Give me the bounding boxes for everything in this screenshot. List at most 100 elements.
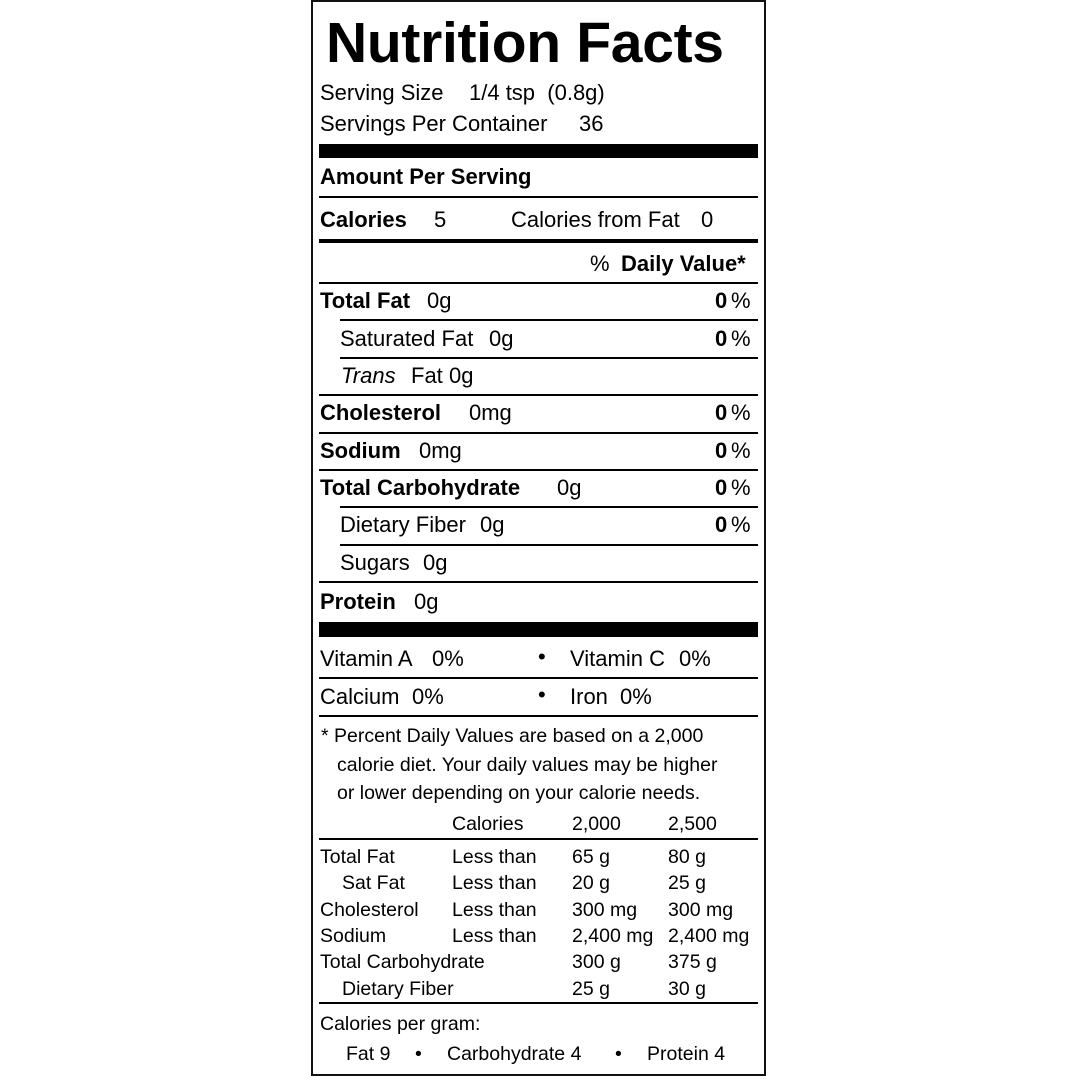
- calories-per-gram-protein: Protein 4: [647, 1043, 726, 1065]
- nutrition-facts-label: [311, 0, 766, 1076]
- nutrient-amount: 0g: [557, 475, 582, 500]
- nutrient-pct: %: [731, 475, 751, 500]
- dv-cell: 80 g: [668, 846, 706, 868]
- dv-cell: 2,400 mg: [668, 925, 750, 947]
- dv-cell: Sat Fat: [342, 872, 405, 894]
- divider: [340, 357, 758, 359]
- nutrient-amount: 0g: [427, 288, 452, 313]
- dv-cell: 30 g: [668, 978, 706, 1000]
- dv-cell: Total Carbohydrate: [320, 951, 485, 973]
- dv-cell: Less than: [452, 899, 537, 921]
- divider: [319, 838, 758, 840]
- dv-cell: Less than: [452, 846, 537, 868]
- nutrient-name: Saturated Fat: [340, 326, 474, 351]
- dv-cell: Dietary Fiber: [342, 978, 454, 1000]
- calcium-label: Calcium: [320, 684, 400, 709]
- bullet-icon: •: [615, 1043, 622, 1065]
- divider: [340, 506, 758, 508]
- daily-value-header: Daily Value*: [621, 251, 746, 276]
- nutrient-pct: %: [731, 326, 751, 351]
- footnote-line: * Percent Daily Values are based on a 2,…: [321, 725, 704, 747]
- divider: [319, 282, 758, 284]
- nutrient-amount: 0g: [489, 326, 514, 351]
- nutrient-name: Dietary Fiber: [340, 512, 466, 537]
- footnote-line: calorie diet. Your daily values may be h…: [337, 754, 718, 776]
- calories-from-fat-label: Calories from Fat: [511, 207, 680, 232]
- divider: [319, 196, 758, 198]
- nutrient-amount: 0mg: [419, 438, 462, 463]
- divider: [319, 1002, 758, 1004]
- nutrient-dv: 0: [715, 475, 728, 500]
- iron-value: 0%: [620, 684, 652, 709]
- nutrient-pct: %: [731, 400, 751, 425]
- nutrient-name: Trans: [341, 363, 396, 388]
- medium-divider: [319, 239, 758, 243]
- nutrient-amount: 0g: [480, 512, 505, 537]
- divider: [319, 715, 758, 717]
- vitamin-a-value: 0%: [432, 646, 464, 671]
- dv-cell: Less than: [452, 872, 537, 894]
- iron-label: Iron: [570, 684, 608, 709]
- nutrient-dv: 0: [715, 400, 728, 425]
- nutrient-amount: 0g: [449, 363, 474, 388]
- calcium-value: 0%: [412, 684, 444, 709]
- thick-divider: [319, 622, 758, 637]
- nutrient-pct: %: [731, 512, 751, 537]
- bullet-icon: •: [538, 644, 546, 669]
- nutrient-name: Sodium: [320, 438, 401, 463]
- divider: [319, 581, 758, 583]
- servings-per-container-value: 36: [579, 111, 604, 136]
- dv-cell: 2,400 mg: [572, 925, 654, 947]
- dv-cell: 25 g: [668, 872, 706, 894]
- calories-from-fat-value: 0: [701, 207, 714, 232]
- vitamin-a-label: Vitamin A: [320, 646, 413, 671]
- nutrient-pct: %: [731, 288, 751, 313]
- nutrient-name: Cholesterol: [320, 400, 442, 425]
- calories-per-gram-carbohydrate: Carbohydrate 4: [447, 1043, 582, 1065]
- nutrient-amount: 0mg: [469, 400, 512, 425]
- nutrient-pct: %: [731, 438, 751, 463]
- dv-cell: 300 mg: [668, 899, 734, 921]
- dv-cell: 20 g: [572, 872, 610, 894]
- serving-size-value: 1/4 tsp (0.8g): [469, 80, 605, 105]
- nutrient-dv: 0: [715, 512, 728, 537]
- nutrient-dv: 0: [715, 288, 728, 313]
- calories-value: 5: [434, 207, 447, 232]
- daily-value-prefix: %: [590, 251, 610, 276]
- nutrient-name: Sugars: [340, 550, 410, 575]
- dv-cell: Sodium: [320, 925, 387, 947]
- dv-cell: Cholesterol: [320, 899, 419, 921]
- calories-per-gram-label: Calories per gram:: [320, 1013, 481, 1035]
- divider: [319, 469, 758, 471]
- bullet-icon: •: [415, 1043, 422, 1065]
- thick-divider: [319, 144, 758, 158]
- vitamin-c-label: Vitamin C: [570, 646, 665, 671]
- nutrient-amount: 0g: [423, 550, 448, 575]
- dv-cell: Total Fat: [320, 846, 395, 868]
- dv-cell: Less than: [452, 925, 537, 947]
- nutrient-dv: 0: [715, 326, 728, 351]
- dv-header-2500: 2,500: [668, 813, 717, 835]
- divider: [340, 544, 758, 546]
- dv-header-calories: Calories: [452, 813, 524, 835]
- dv-cell: 65 g: [572, 846, 610, 868]
- vitamin-c-value: 0%: [679, 646, 711, 671]
- dv-header-2000: 2,000: [572, 813, 621, 835]
- divider: [319, 677, 758, 679]
- nutrient-dv: 0: [715, 438, 728, 463]
- dv-cell: 300 g: [572, 951, 621, 973]
- amount-per-serving: Amount Per Serving: [320, 164, 532, 189]
- dv-cell: 375 g: [668, 951, 717, 973]
- divider: [340, 319, 758, 321]
- nutrient-name-suffix: Fat: [411, 363, 443, 388]
- footnote-line: or lower depending on your calorie needs…: [337, 782, 701, 804]
- dv-cell: 300 mg: [572, 899, 638, 921]
- dv-cell: 25 g: [572, 978, 610, 1000]
- calories-label: Calories: [320, 207, 407, 232]
- calories-per-gram-fat: Fat 9: [346, 1043, 391, 1065]
- bullet-icon: •: [538, 682, 546, 707]
- nutrient-amount: 0g: [414, 589, 439, 614]
- serving-size-label: Serving Size: [320, 80, 444, 105]
- nutrient-name: Protein: [320, 589, 396, 614]
- servings-per-container-label: Servings Per Container: [320, 111, 548, 136]
